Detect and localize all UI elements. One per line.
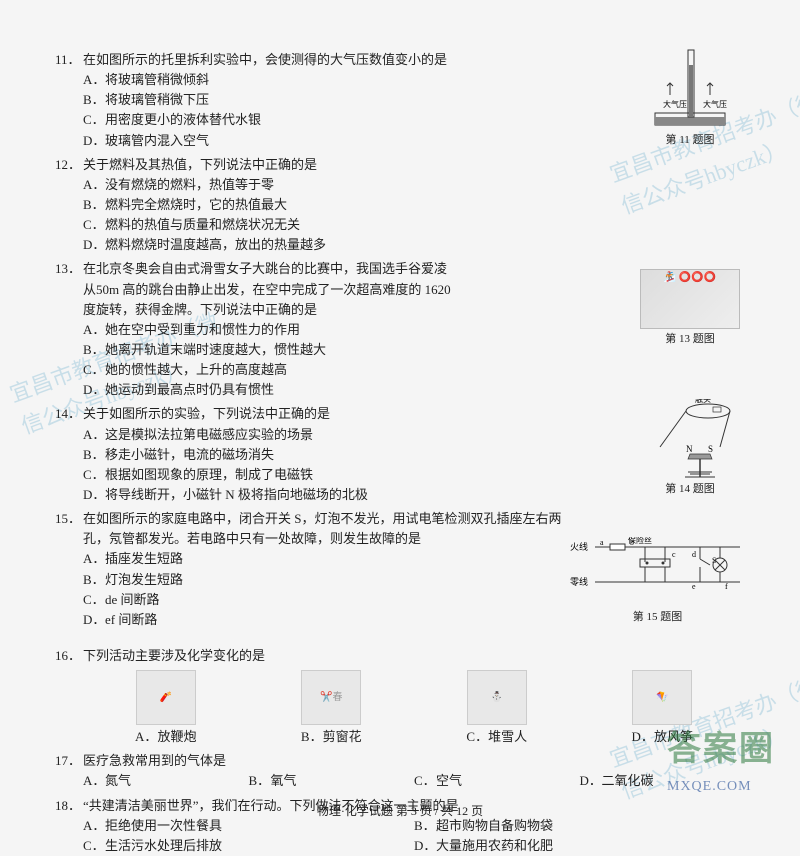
option: D．大量施用农药和化肥 (414, 836, 745, 856)
question-number: 15． (55, 509, 83, 549)
question-stem: 下列活动主要涉及化学变化的是 (83, 646, 745, 666)
svg-text:火线: 火线 (570, 541, 588, 552)
svg-text:N: N (686, 444, 693, 454)
question-number: 12． (55, 155, 83, 175)
option: C．用密度更小的液体替代水银 (83, 110, 625, 130)
figure-14: 触头 N S 第 14 题图 (635, 399, 745, 498)
page-footer: 物理·化学试题 第 3 页 / 共 12 页 (0, 802, 800, 821)
question-16: 16． 下列活动主要涉及化学变化的是 🧨 A．放鞭炮 ✂️春 B．剪窗花 ⛄ C… (55, 646, 745, 747)
svg-text:f: f (725, 582, 728, 591)
question-12: 12． 关于燃料及其热值，下列说法中正确的是 A．没有燃烧的燃料，热值等于零 B… (55, 155, 745, 256)
question-stem: 医疗急救常用到的气体是 (83, 751, 745, 771)
option: D．玻璃管内混入空气 (83, 131, 625, 151)
option: D．燃料燃烧时温度越高，放出的热量越多 (83, 235, 745, 255)
option: C．她的惯性越大，上升的高度越高 (83, 360, 625, 380)
kite-icon: 🪁 (632, 670, 692, 725)
svg-text:a: a (600, 538, 604, 547)
question-13: 🏂 ⭕⭕⭕ 第 13 题图 13． 在北京冬奥会自由式滑雪女子大跳台的比赛中，我… (55, 259, 745, 400)
svg-text:触头: 触头 (695, 399, 711, 404)
question-14: 触头 N S 第 14 题图 14． 关于如图所示的实验，下列说法中正确的是 A… (55, 404, 745, 505)
question-number: 11． (55, 50, 83, 70)
fig-label: 大气压 (663, 99, 687, 109)
figure-caption: 第 15 题图 (570, 609, 745, 626)
question-15: 火线 零线 保险丝 a b c S d e f 第 15 题图 (55, 509, 745, 630)
figure-13: 🏂 ⭕⭕⭕ 第 13 题图 (635, 269, 745, 348)
figure-caption: 第 13 题图 (635, 331, 745, 348)
option: A．将玻璃管稍微倾斜 (83, 70, 625, 90)
fig-label: 大气压 (703, 99, 727, 109)
svg-text:S: S (708, 444, 713, 454)
option: B．灯泡发生短路 (83, 570, 565, 590)
snowman-icon: ⛄ (467, 670, 527, 725)
firecracker-icon: 🧨 (136, 670, 196, 725)
option: A．氮气 (83, 771, 249, 791)
option: C．de 间断路 (83, 590, 565, 610)
option: B．移走小磁针，电流的磁场消失 (83, 445, 625, 465)
option: 🧨 A．放鞭炮 (83, 670, 249, 747)
option: A．插座发生短路 (83, 549, 565, 569)
svg-text:b: b (630, 538, 634, 547)
figure-caption: 第 14 题图 (635, 481, 745, 498)
question-number: 14． (55, 404, 83, 424)
option: B．她离开轨道末端时速度越大，惯性越大 (83, 340, 625, 360)
question-11: 大气压 大气压 第 11 题图 11． 在如图所示的托里拆利实验中，会使测得的大… (55, 50, 745, 151)
question-stem: 关于燃料及其热值，下列说法中正确的是 (83, 155, 745, 175)
option: D．ef 间断路 (83, 610, 565, 630)
svg-text:c: c (672, 550, 676, 559)
answer-watermark: 答案圈 MXQE.COM (667, 724, 775, 798)
svg-text:d: d (692, 550, 696, 559)
question-number: 16． (55, 646, 83, 666)
option: ⛄ C．堆雪人 (414, 670, 580, 747)
option: C．生活污水处理后排放 (83, 836, 414, 856)
option: D．她运动到最高点时仍具有惯性 (83, 380, 625, 400)
option: ✂️春 B．剪窗花 (249, 670, 415, 747)
papercut-icon: ✂️春 (301, 670, 361, 725)
figure-caption: 第 11 题图 (635, 132, 745, 149)
svg-text:零线: 零线 (570, 576, 588, 587)
olympic-image: 🏂 ⭕⭕⭕ (640, 269, 740, 329)
option: B．燃料完全燃烧时，它的热值最大 (83, 195, 745, 215)
option: B．将玻璃管稍微下压 (83, 90, 625, 110)
option: A．她在空中受到重力和惯性力的作用 (83, 320, 625, 340)
question-17: 17． 医疗急救常用到的气体是 A．氮气 B．氧气 C．空气 D．二氧化碳 (55, 751, 745, 791)
option: B．氧气 (249, 771, 415, 791)
option: C．燃料的热值与质量和燃烧状况无关 (83, 215, 745, 235)
question-number: 17． (55, 751, 83, 771)
option: A．没有燃烧的燃料，热值等于零 (83, 175, 745, 195)
question-number: 13． (55, 259, 83, 319)
svg-text:e: e (692, 582, 696, 591)
option: C．根据如图现象的原理，制成了电磁铁 (83, 465, 625, 485)
figure-15: 火线 零线 保险丝 a b c S d e f 第 15 题图 (570, 537, 745, 626)
figure-11: 大气压 大气压 第 11 题图 (635, 45, 745, 149)
option: C．空气 (414, 771, 580, 791)
option: D．将导线断开，小磁针 N 极将指向地磁场的北极 (83, 485, 625, 505)
option: A．这是模拟法拉第电磁感应实验的场景 (83, 425, 625, 445)
